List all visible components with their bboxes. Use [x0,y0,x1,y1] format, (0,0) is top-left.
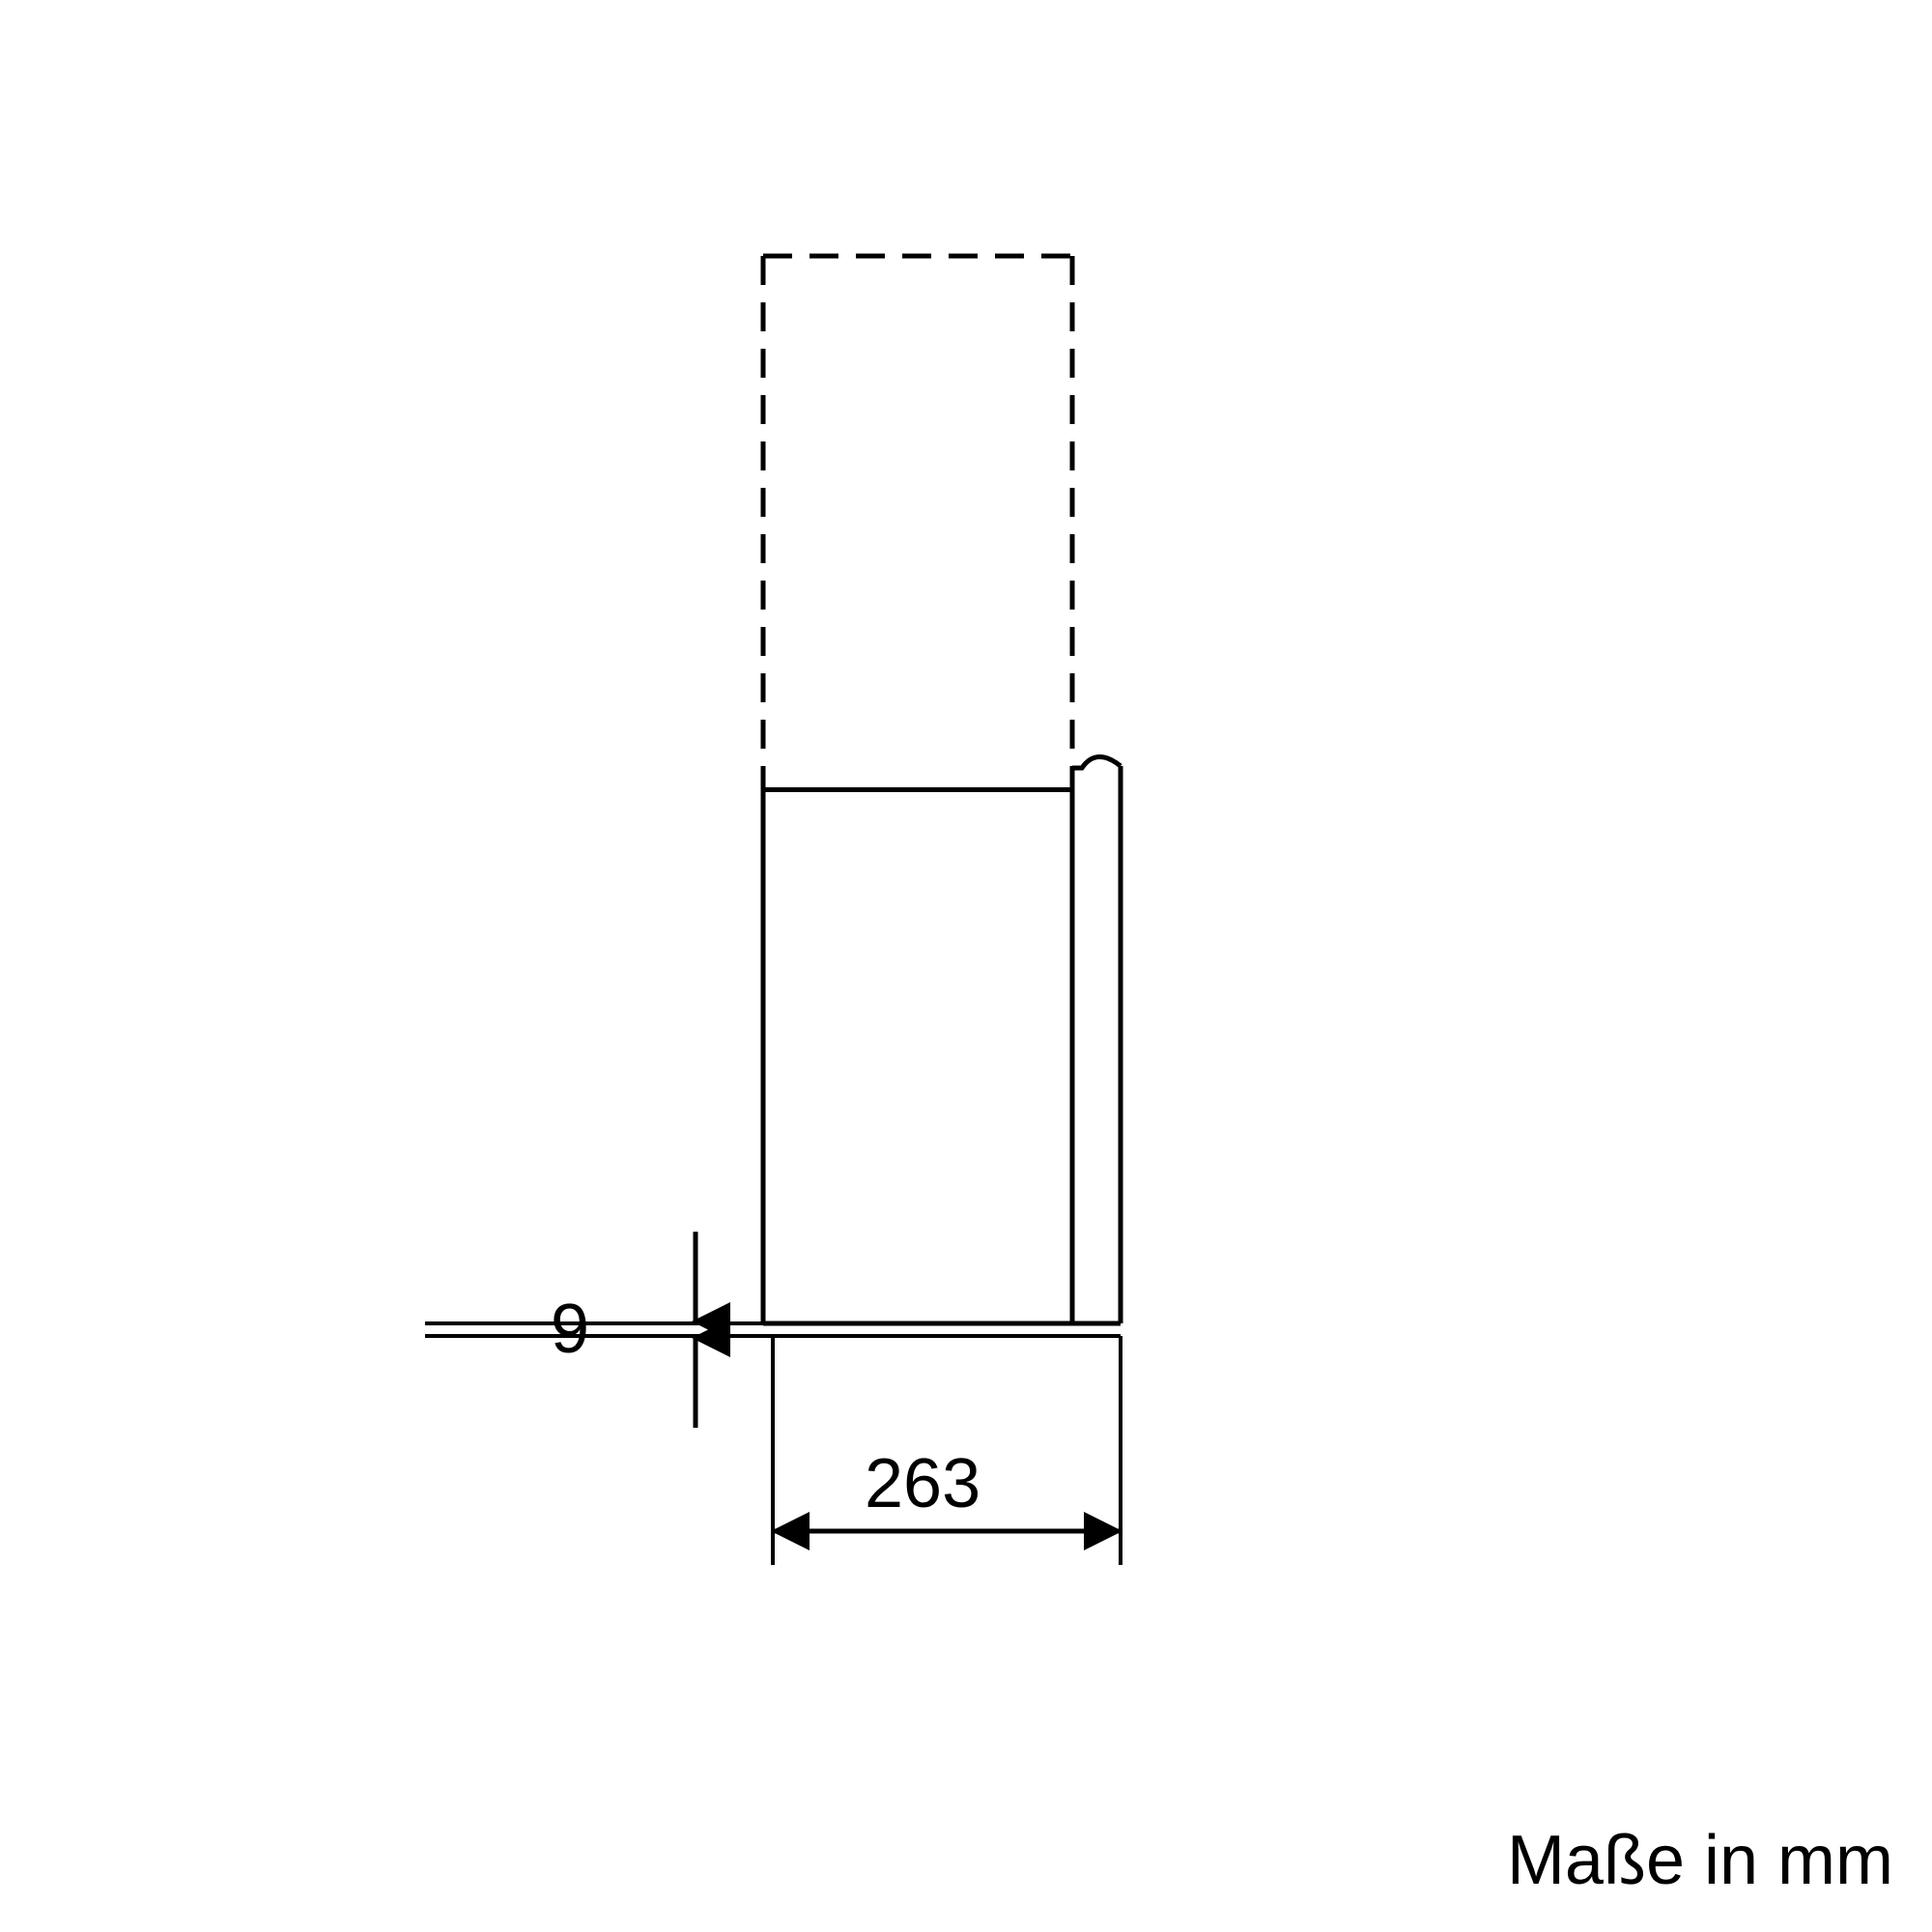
dim-width-label: 263 [865,1445,980,1522]
dim-gap-label: 9 [551,1291,589,1368]
panel-top-break [1072,756,1121,768]
units-label: Maße in mm [1507,1822,1893,1899]
technical-drawing: 9 263 Maße in mm [0,0,1932,1932]
